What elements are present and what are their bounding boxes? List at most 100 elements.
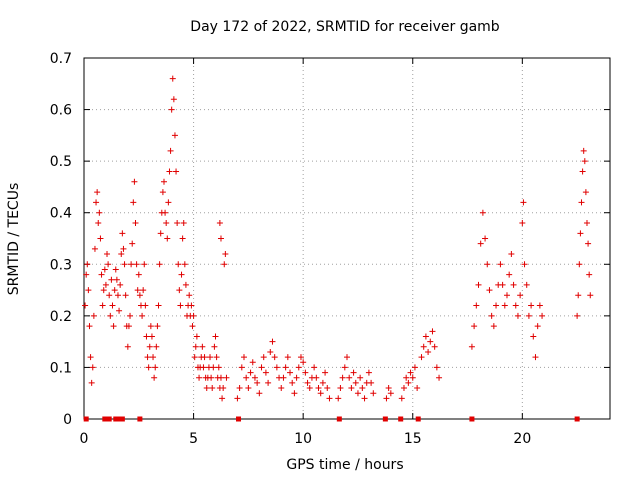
data-point — [530, 333, 537, 340]
data-point — [291, 390, 298, 397]
data-point — [365, 369, 372, 376]
data-point — [209, 385, 216, 392]
data-point — [425, 348, 432, 355]
data-point — [508, 250, 515, 257]
data-point — [414, 385, 421, 392]
data-point — [581, 158, 588, 165]
data-point — [219, 395, 226, 402]
data-point — [429, 328, 436, 335]
data-point — [222, 250, 229, 257]
data-point — [576, 261, 583, 268]
zero-markers — [83, 416, 580, 422]
data-point — [503, 292, 510, 299]
data-point — [181, 261, 188, 268]
data-point — [82, 302, 89, 309]
data-point — [85, 287, 92, 294]
data-point — [90, 312, 97, 319]
data-point — [431, 343, 438, 350]
data-point — [98, 271, 105, 278]
data-point — [136, 292, 143, 299]
data-point — [383, 395, 390, 402]
data-point — [148, 333, 155, 340]
data-point — [94, 189, 101, 196]
data-point — [124, 343, 131, 350]
data-point — [102, 281, 109, 288]
data-point — [155, 302, 162, 309]
data-point — [319, 379, 326, 386]
data-point — [177, 302, 184, 309]
data-point — [199, 343, 206, 350]
data-point — [304, 379, 311, 386]
data-point — [245, 385, 252, 392]
data-point — [208, 374, 215, 381]
data-point — [287, 369, 294, 376]
data-point — [499, 281, 506, 288]
data-point — [146, 343, 153, 350]
data-point — [216, 220, 223, 227]
zero-marker — [382, 416, 388, 422]
data-point — [346, 374, 353, 381]
data-point — [409, 374, 416, 381]
data-point — [152, 364, 159, 371]
data-point — [142, 302, 149, 309]
zero-marker — [415, 416, 421, 422]
y-tick-label: 0.4 — [50, 206, 72, 222]
data-point — [119, 230, 126, 237]
data-point — [125, 323, 132, 330]
data-point — [159, 189, 166, 196]
data-point — [468, 343, 475, 350]
data-point — [139, 312, 146, 319]
data-point — [273, 364, 280, 371]
data-point — [488, 312, 495, 319]
data-point — [517, 292, 524, 299]
data-point — [479, 209, 486, 216]
data-point — [104, 250, 111, 257]
data-point — [238, 364, 245, 371]
data-point — [311, 364, 318, 371]
data-point — [313, 374, 320, 381]
data-point — [493, 302, 500, 309]
data-point — [280, 374, 287, 381]
data-point — [532, 354, 539, 361]
data-point — [582, 189, 589, 196]
x-tick-label: 10 — [294, 431, 312, 447]
data-point — [284, 354, 291, 361]
data-point — [100, 287, 107, 294]
data-point — [88, 379, 95, 386]
data-point — [350, 369, 357, 376]
data-point — [385, 385, 392, 392]
zero-marker — [574, 416, 580, 422]
data-point — [107, 312, 114, 319]
y-tick-labels: 0 0.1 0.2 0.3 0.4 0.5 0.6 0.7 — [50, 51, 72, 428]
data-point — [162, 209, 169, 216]
data-point — [352, 379, 359, 386]
data-point — [269, 338, 276, 345]
data-point — [580, 147, 587, 154]
data-point — [577, 230, 584, 237]
x-tick-label: 0 — [80, 431, 89, 447]
data-point — [118, 250, 125, 257]
data-point — [86, 323, 93, 330]
plot-frame — [83, 57, 611, 420]
data-point — [217, 235, 224, 242]
data-point — [574, 312, 581, 319]
data-point — [106, 292, 113, 299]
data-point — [490, 323, 497, 330]
data-point — [170, 96, 177, 103]
data-point — [156, 261, 163, 268]
data-point — [486, 287, 493, 294]
zero-marker — [398, 416, 404, 422]
data-point — [163, 220, 170, 227]
data-point — [326, 395, 333, 402]
data-point — [134, 287, 141, 294]
data-point — [189, 323, 196, 330]
data-point — [506, 271, 513, 278]
data-point — [165, 199, 172, 206]
data-point — [212, 333, 219, 340]
data-point — [196, 374, 203, 381]
data-point — [176, 287, 183, 294]
data-point — [122, 292, 129, 299]
data-point — [322, 369, 329, 376]
data-point — [243, 374, 250, 381]
